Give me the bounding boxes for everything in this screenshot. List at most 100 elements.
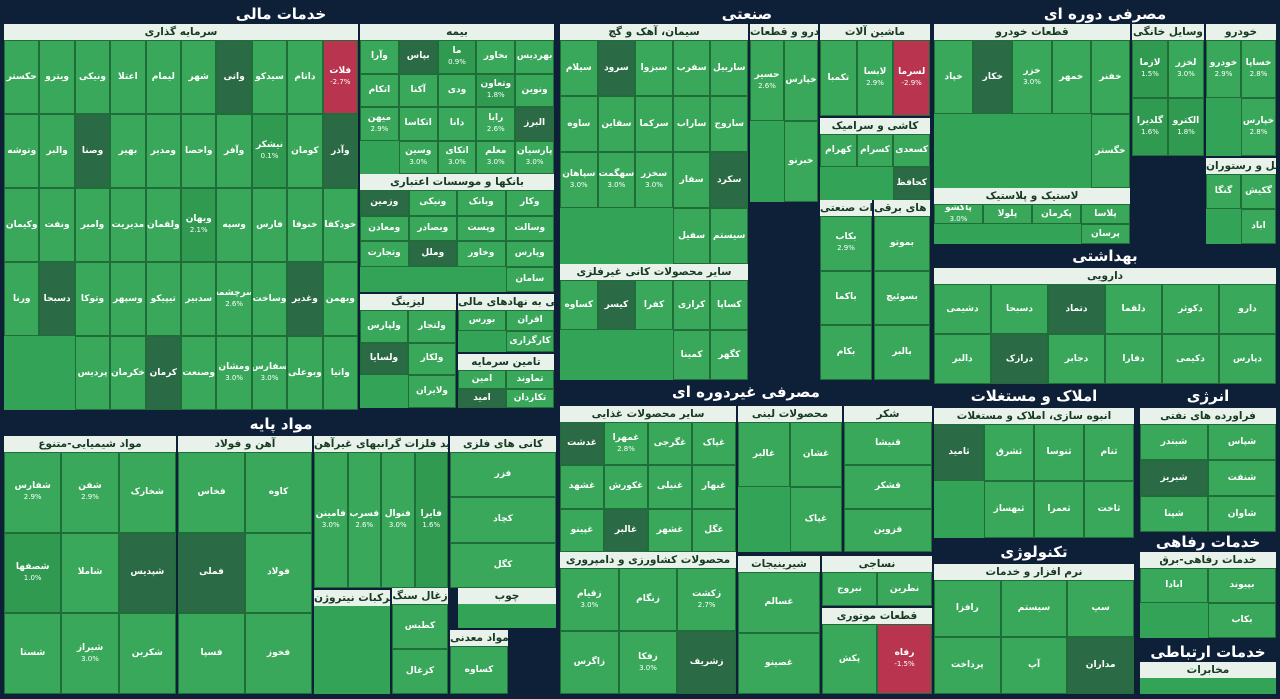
ticker-cell[interactable]: خبرنو bbox=[784, 121, 818, 202]
industry-title[interactable]: محصولات لبنی bbox=[738, 406, 842, 422]
ticker-cell[interactable]: وساخت bbox=[251, 262, 288, 336]
ticker-cell[interactable]: دتماد bbox=[1048, 284, 1105, 334]
ticker-cell[interactable]: تیپیکو bbox=[145, 262, 181, 336]
ticker-cell[interactable]: ونفت bbox=[39, 188, 75, 262]
ticker-cell[interactable]: وآفر bbox=[216, 114, 252, 188]
ticker-cell[interactable]: آپ bbox=[1000, 637, 1068, 694]
ticker-cell[interactable]: مدیریت bbox=[110, 188, 146, 262]
industry-title[interactable]: فراورده های نفتی bbox=[1140, 408, 1276, 424]
industry-title[interactable]: هتل و رستوران bbox=[1206, 158, 1276, 174]
industry-title[interactable]: نرم افزار و خدمات bbox=[934, 564, 1134, 580]
ticker-cell[interactable]: دارو bbox=[1219, 284, 1276, 334]
ticker-cell[interactable]: بورس bbox=[458, 310, 506, 331]
ticker-cell[interactable]: بخاور bbox=[476, 40, 516, 74]
industry-title[interactable]: مواد معدنی bbox=[450, 630, 508, 646]
ticker-cell[interactable]: ولکار bbox=[408, 342, 456, 376]
ticker-cell[interactable]: نبروج bbox=[822, 572, 877, 606]
ticker-cell[interactable]: امید bbox=[458, 389, 506, 408]
ticker-cell[interactable]: غپاک bbox=[692, 422, 736, 466]
ticker-cell[interactable]: کزغال bbox=[392, 649, 448, 694]
ticker-cell[interactable]: الکترو 1.8% bbox=[1168, 98, 1204, 156]
ticker-cell[interactable]: کطبس bbox=[392, 604, 448, 649]
ticker-cell[interactable]: زقیام 3.0% bbox=[560, 568, 619, 631]
ticker-cell[interactable]: البرز bbox=[515, 107, 554, 141]
ticker-cell[interactable]: ونیکی bbox=[74, 40, 111, 114]
ticker-cell[interactable]: وبانک bbox=[457, 190, 506, 216]
ticker-cell[interactable]: گلدیرا 1.6% bbox=[1132, 98, 1168, 156]
ticker-cell[interactable]: بهردیس bbox=[515, 40, 554, 74]
industry-title[interactable]: مخابرات bbox=[1140, 662, 1276, 678]
industry-title[interactable]: چوب bbox=[458, 588, 556, 604]
ticker-cell[interactable]: دسبحا bbox=[991, 284, 1048, 334]
ticker-cell[interactable]: زفکا 3.0% bbox=[618, 631, 678, 694]
ticker-cell[interactable]: لابسا 2.9% bbox=[856, 40, 894, 116]
ticker-cell[interactable]: غدشت bbox=[560, 422, 604, 466]
ticker-cell[interactable]: داتام bbox=[287, 40, 323, 114]
ticker-cell[interactable]: وتوکا bbox=[74, 262, 111, 336]
ticker-cell[interactable]: ساوه bbox=[560, 96, 598, 152]
ticker-cell[interactable]: سرکما bbox=[635, 96, 673, 152]
ticker-cell[interactable]: بالبر bbox=[874, 325, 930, 380]
industry-title[interactable]: ماشین آلات bbox=[820, 24, 930, 40]
ticker-cell[interactable]: سیلام bbox=[560, 40, 598, 96]
ticker-cell[interactable]: دکیمی bbox=[1162, 334, 1219, 384]
industry-title[interactable]: کانی های فلزی bbox=[450, 436, 556, 452]
ticker-cell[interactable]: شبندر bbox=[1140, 424, 1208, 460]
ticker-cell[interactable]: غسالم bbox=[738, 572, 820, 633]
ticker-cell[interactable]: کساوه bbox=[450, 646, 508, 694]
ticker-cell[interactable]: قزوین bbox=[844, 508, 932, 552]
ticker-cell[interactable]: ابادا bbox=[1140, 568, 1208, 603]
ticker-cell[interactable]: بپیوند bbox=[1208, 568, 1276, 603]
ticker-cell[interactable]: ثنام bbox=[1084, 424, 1134, 481]
ticker-cell[interactable]: واتی bbox=[216, 40, 252, 114]
ticker-cell[interactable]: غالبر bbox=[738, 422, 790, 487]
industry-title[interactable]: سایر محصولات غذایی bbox=[560, 406, 736, 422]
ticker-cell[interactable]: خنوقا bbox=[287, 188, 323, 262]
ticker-cell[interactable]: افران bbox=[506, 310, 554, 331]
ticker-cell[interactable]: بکاب bbox=[1208, 603, 1276, 638]
industry-title[interactable]: تامین سرمایه bbox=[458, 354, 554, 370]
industry-title[interactable]: وسایل خانگی bbox=[1132, 24, 1204, 40]
ticker-cell[interactable]: سرود bbox=[597, 40, 636, 96]
ticker-cell[interactable]: ودی bbox=[437, 73, 477, 107]
ticker-cell[interactable]: ونیکی bbox=[408, 190, 457, 216]
ticker-cell[interactable]: معلم 3.0% bbox=[476, 140, 516, 174]
ticker-cell[interactable]: سبزوا bbox=[635, 40, 673, 96]
ticker-cell[interactable]: ولایران bbox=[408, 375, 456, 408]
ticker-cell[interactable]: دشیمی bbox=[934, 284, 991, 334]
ticker-cell[interactable]: سیستم bbox=[710, 208, 748, 264]
ticker-cell[interactable]: زاگرس bbox=[560, 631, 619, 694]
ticker-cell[interactable]: سرچشمه 2.6% bbox=[216, 262, 252, 336]
ticker-cell[interactable]: شهر bbox=[181, 40, 217, 114]
industry-title[interactable]: تجهیزات صنعتی bbox=[820, 200, 872, 216]
industry-title[interactable]: مرکبات نیتروژن bbox=[314, 590, 390, 606]
ticker-cell[interactable]: ثاخت bbox=[1084, 481, 1134, 538]
ticker-cell[interactable]: غشهد bbox=[560, 465, 604, 509]
ticker-cell[interactable]: والبر bbox=[39, 114, 75, 188]
industry-title[interactable]: کاشی و سرامیک bbox=[820, 118, 930, 134]
ticker-cell[interactable]: کارگزاری bbox=[506, 331, 554, 352]
ticker-cell[interactable]: ثنوسا bbox=[1034, 424, 1084, 481]
ticker-cell[interactable]: تکاردان bbox=[506, 389, 554, 408]
ticker-cell[interactable]: کرمان bbox=[145, 336, 181, 410]
ticker-cell[interactable]: لخزر 3.0% bbox=[1168, 40, 1204, 98]
ticker-cell[interactable]: فامینن 3.0% bbox=[314, 452, 348, 588]
ticker-cell[interactable]: فسرب 2.6% bbox=[347, 452, 381, 588]
ticker-cell[interactable]: امین bbox=[458, 370, 506, 389]
ticker-cell[interactable]: شستا bbox=[4, 613, 62, 694]
ticker-cell[interactable]: فلات -2.7% bbox=[322, 40, 358, 114]
ticker-cell[interactable]: خگستر bbox=[1090, 114, 1130, 188]
ticker-cell[interactable]: فنوال 3.0% bbox=[381, 452, 415, 588]
ticker-cell[interactable]: وآذر bbox=[322, 114, 358, 188]
ticker-cell[interactable]: وآرا bbox=[360, 40, 399, 74]
ticker-cell[interactable]: اتکام bbox=[360, 73, 399, 107]
ticker-cell[interactable]: غصینو bbox=[738, 633, 820, 694]
ticker-cell[interactable]: ومدیر bbox=[145, 114, 181, 188]
ticker-cell[interactable]: ولسایا bbox=[360, 342, 408, 376]
industry-title[interactable]: محصولات کشاورزی و دامپروری bbox=[560, 552, 736, 568]
ticker-cell[interactable]: ساراب bbox=[672, 96, 711, 152]
ticker-cell[interactable]: اتکای 3.0% bbox=[437, 140, 477, 174]
ticker-cell[interactable]: ولتجار bbox=[408, 310, 456, 343]
ticker-cell[interactable]: کساوه bbox=[560, 280, 598, 330]
industry-title[interactable]: قطعات خودرو bbox=[934, 24, 1130, 40]
